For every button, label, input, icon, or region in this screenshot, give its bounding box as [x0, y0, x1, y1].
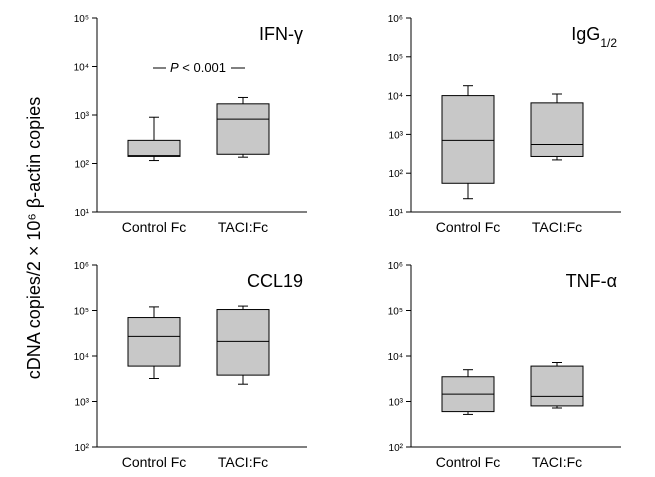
- y-axis-label: cDNA copies/2 × 10⁶ β-actin copies: [24, 97, 44, 379]
- category-label: Control Fc: [436, 219, 501, 235]
- category-label: Control Fc: [122, 219, 187, 235]
- box-iqr: [216, 103, 270, 155]
- y-tick-label: 10⁴: [74, 63, 89, 74]
- category-label: TACI:Fc: [218, 454, 268, 470]
- box-2: [530, 361, 584, 409]
- y-tick-label: 10⁴: [388, 92, 403, 103]
- box-1: [441, 369, 495, 415]
- y-tick-label: 10⁵: [74, 14, 89, 25]
- box-iqr: [127, 139, 181, 157]
- box-2: [530, 93, 584, 161]
- panel-title: CCL19: [247, 271, 303, 291]
- y-tick-label: 10⁶: [74, 261, 89, 272]
- y-tick-label: 10⁴: [74, 352, 89, 363]
- box-1: [127, 116, 181, 162]
- box-iqr: [127, 317, 181, 367]
- box-iqr: [441, 95, 495, 184]
- panel-2: 10¹ 10² 10³ 10⁴ 10⁵ 10⁶ IgG1/2 Control Fc TACI:F…: [388, 14, 621, 235]
- category-label: TACI:Fc: [532, 219, 582, 235]
- y-tick-label: 10¹: [389, 208, 404, 219]
- y-tick-label: 10²: [75, 443, 90, 454]
- box-iqr: [530, 102, 584, 157]
- y-tick-label: 10⁴: [388, 352, 403, 363]
- category-label: Control Fc: [436, 454, 501, 470]
- panel-title: TNF-α: [566, 271, 617, 291]
- y-tick-label: 10²: [75, 160, 90, 171]
- y-tick-label: 10⁶: [388, 14, 403, 25]
- box-1: [127, 306, 181, 380]
- y-tick-label: 10³: [75, 111, 90, 122]
- panel-1: 10¹ 10² 10³ 10⁴ 10⁵ IFN-γ Control Fc TACI:Fc P <…: [74, 14, 307, 235]
- panel-title: IFN-γ: [259, 24, 303, 44]
- box-iqr: [530, 365, 584, 407]
- y-tick-label: 10³: [75, 398, 90, 409]
- category-label: TACI:Fc: [218, 219, 268, 235]
- box-1: [441, 85, 495, 200]
- y-tick-label: 10⁵: [388, 53, 403, 64]
- panel-4: 10² 10³ 10⁴ 10⁵ 10⁶ TNF-α Control Fc TACI:Fc: [388, 261, 621, 470]
- y-tick-label: 10²: [389, 443, 404, 454]
- y-tick-label: 10²: [389, 169, 404, 180]
- category-label: Control Fc: [122, 454, 187, 470]
- y-tick-label: 10⁶: [388, 261, 403, 272]
- box-2: [216, 96, 270, 158]
- box-2: [216, 305, 270, 385]
- y-tick-label: 10⁵: [74, 307, 89, 318]
- y-tick-label: 10³: [389, 130, 404, 141]
- y-tick-label: 10⁵: [388, 307, 403, 318]
- panel-title: IgG1/2: [571, 24, 617, 50]
- category-label: TACI:Fc: [532, 454, 582, 470]
- y-tick-label: 10³: [389, 398, 404, 409]
- significance-label: P < 0.001: [170, 60, 226, 75]
- box-iqr: [216, 309, 270, 376]
- y-tick-label: 10¹: [75, 208, 90, 219]
- panel-3: 10² 10³ 10⁴ 10⁵ 10⁶ CCL19 Control Fc TACI:Fc: [74, 261, 307, 470]
